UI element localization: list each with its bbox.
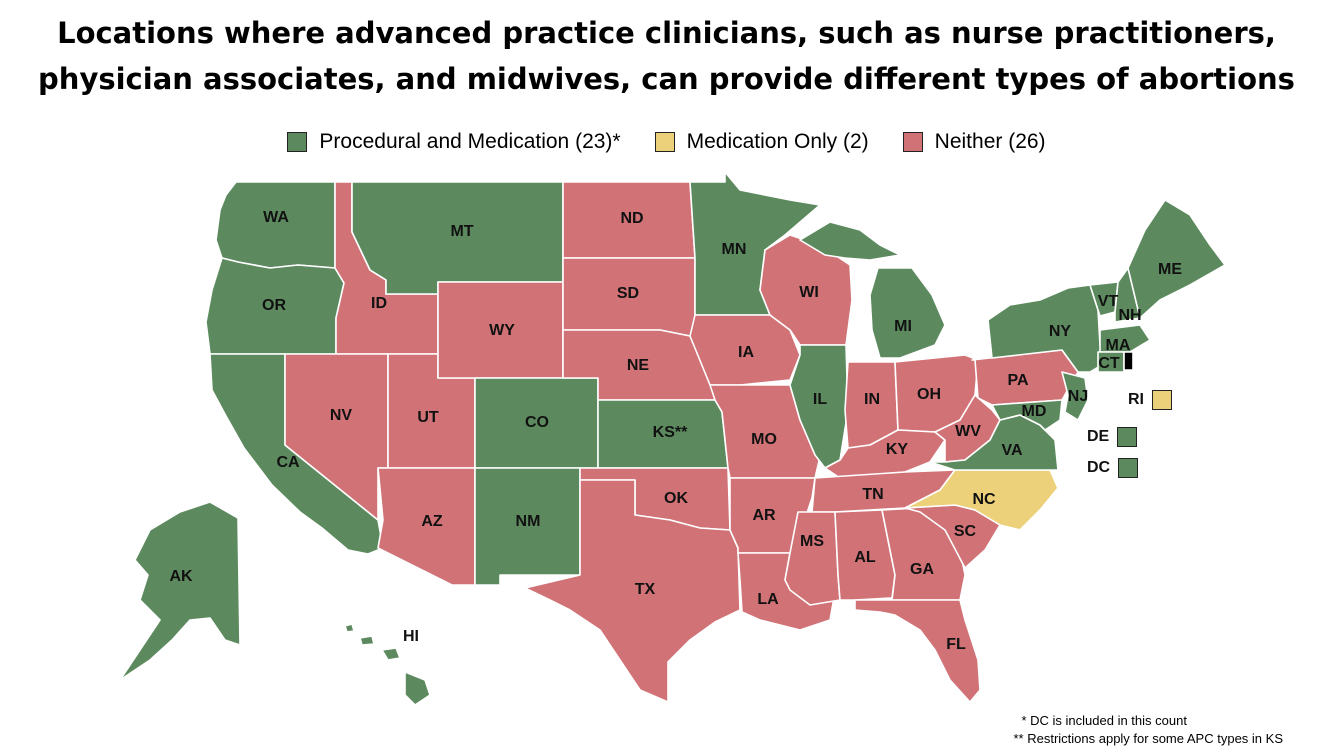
- label-NE: NE: [627, 357, 650, 374]
- small-state-RI[interactable]: RI: [1128, 390, 1172, 410]
- label-VT: VT: [1098, 293, 1119, 310]
- state-AK[interactable]: [119, 501, 241, 681]
- label-VA: VA: [1001, 442, 1022, 459]
- state-NJ[interactable]: [1061, 371, 1089, 421]
- legend-swatch-both: [287, 132, 308, 152]
- label-ME: ME: [1158, 261, 1182, 278]
- label-LA: LA: [757, 591, 779, 608]
- label-SD: SD: [617, 285, 639, 302]
- label-CA: CA: [276, 454, 300, 471]
- label-GA: GA: [910, 561, 934, 578]
- legend-item-neither: Neither (26): [902, 130, 1046, 154]
- label-IN: IN: [864, 391, 880, 408]
- label-KS: KS**: [653, 424, 688, 441]
- legend: Procedural and Medication (23)* Medicati…: [0, 130, 1333, 154]
- legend-swatch-neither: [902, 132, 923, 152]
- state-ME[interactable]: [1127, 199, 1226, 319]
- small-state-label-RI: RI: [1128, 391, 1144, 408]
- label-WV: WV: [955, 423, 981, 440]
- small-state-label-DC: DC: [1087, 459, 1111, 476]
- state-MI[interactable]: [869, 267, 946, 359]
- legend-label-medication: Medication Only (2): [686, 130, 869, 153]
- footnote-dc: * DC is included in this count: [1021, 713, 1187, 728]
- label-WY: WY: [489, 322, 515, 339]
- label-NV: NV: [330, 407, 353, 424]
- legend-swatch-medication: [654, 132, 675, 152]
- label-OR: OR: [262, 297, 286, 314]
- footnotes: * DC is included in this count ** Restri…: [1013, 712, 1283, 748]
- label-TX: TX: [635, 581, 656, 598]
- label-MN: MN: [722, 241, 747, 258]
- label-UT: UT: [417, 409, 439, 426]
- label-IA: IA: [738, 344, 754, 361]
- label-SC: SC: [954, 523, 977, 540]
- state-RI[interactable]: [1123, 351, 1134, 371]
- state-MD[interactable]: [991, 399, 1063, 431]
- legend-item-medication: Medication Only (2): [654, 130, 869, 154]
- label-NC: NC: [972, 491, 996, 508]
- state-HI-2[interactable]: [381, 647, 401, 661]
- small-state-swatch-DE: [1117, 427, 1138, 447]
- label-NJ: NJ: [1068, 388, 1088, 405]
- state-TX[interactable]: [524, 479, 741, 703]
- map-title: Locations where advanced practice clinic…: [0, 10, 1333, 102]
- label-FL: FL: [946, 636, 966, 653]
- label-AK: AK: [169, 568, 193, 585]
- state-MA[interactable]: [1099, 324, 1151, 353]
- label-NM: NM: [516, 513, 541, 530]
- label-CT: CT: [1098, 355, 1120, 372]
- label-HI: HI: [403, 628, 419, 645]
- label-KY: KY: [886, 441, 909, 458]
- small-state-swatch-DC: [1118, 458, 1139, 478]
- label-NY: NY: [1049, 323, 1072, 340]
- label-AZ: AZ: [421, 513, 443, 530]
- label-MO: MO: [751, 431, 777, 448]
- small-state-DC[interactable]: DC: [1087, 458, 1139, 478]
- label-PA: PA: [1007, 372, 1028, 389]
- legend-label-both: Procedural and Medication (23)*: [319, 130, 621, 153]
- small-state-DE[interactable]: DE: [1087, 427, 1138, 447]
- label-OH: OH: [917, 386, 941, 403]
- label-AR: AR: [752, 507, 776, 524]
- title-line-1: Locations where advanced practice clinic…: [57, 16, 1276, 50]
- state-HI-4[interactable]: [344, 623, 355, 633]
- label-ND: ND: [620, 210, 643, 227]
- state-FL[interactable]: [854, 599, 981, 703]
- label-CO: CO: [525, 414, 549, 431]
- label-MI: MI: [894, 318, 912, 335]
- label-MT: MT: [450, 223, 473, 240]
- state-MI-UP[interactable]: [799, 221, 901, 261]
- legend-item-both: Procedural and Medication (23)*: [287, 130, 621, 154]
- state-NH[interactable]: [1114, 267, 1141, 323]
- title-line-2: physician associates, and midwives, can …: [38, 62, 1295, 96]
- state-VT[interactable]: [1089, 281, 1119, 317]
- state-CT[interactable]: [1097, 351, 1125, 373]
- legend-label-neither: Neither (26): [934, 130, 1046, 153]
- small-state-swatch-RI: [1152, 390, 1172, 410]
- label-MD: MD: [1022, 403, 1047, 420]
- label-MS: MS: [800, 533, 824, 550]
- small-state-label-DE: DE: [1087, 428, 1110, 445]
- label-WA: WA: [263, 209, 289, 226]
- label-ID: ID: [371, 295, 387, 312]
- label-OK: OK: [664, 490, 688, 507]
- label-TN: TN: [862, 486, 883, 503]
- footnote-ks: ** Restrictions apply for some APC types…: [1013, 731, 1283, 746]
- state-HI-3[interactable]: [359, 635, 375, 646]
- label-NH: NH: [1118, 307, 1141, 324]
- state-HI-1[interactable]: [404, 671, 431, 706]
- label-IL: IL: [813, 391, 827, 408]
- label-MA: MA: [1106, 337, 1131, 354]
- label-WI: WI: [799, 284, 819, 301]
- label-AL: AL: [854, 549, 876, 566]
